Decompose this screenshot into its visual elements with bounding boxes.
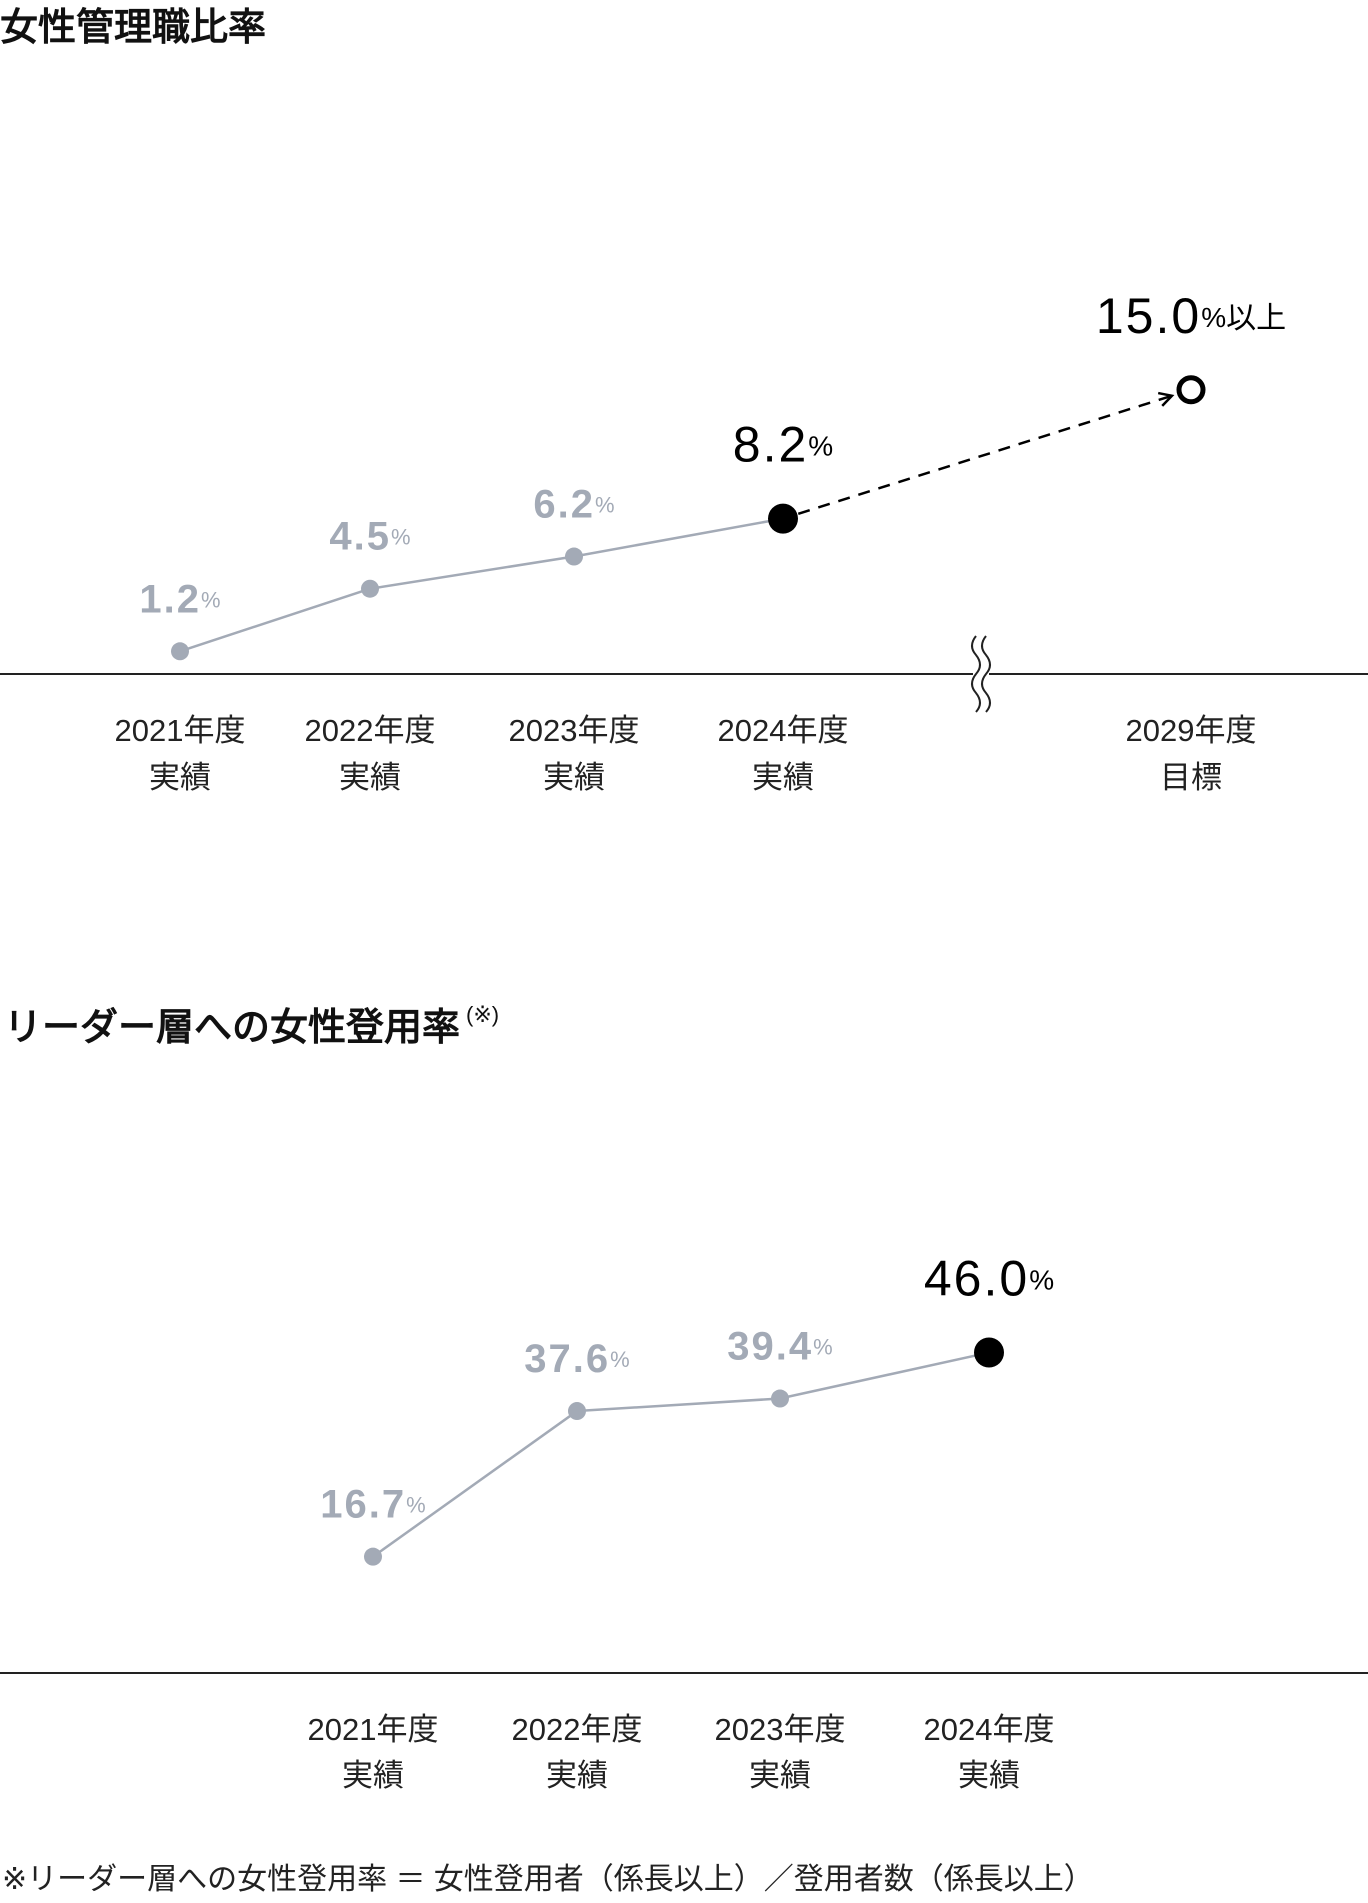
x-tick-sublabel: 実績 [339,760,401,795]
value-number: 16.7 [320,1482,406,1526]
x-tick-label: 2029年度 [1126,713,1257,748]
x-tick-sublabel: 実績 [149,760,211,795]
footnote: ※リーダー層への女性登用率 ＝ 女性登用者（係長以上）／登用者数（係長以上） [2,1863,1094,1896]
data-point [1176,375,1206,405]
line-segment [779,1351,990,1400]
x-tick-sublabel: 実績 [546,1758,608,1793]
axis-break [971,635,981,713]
x-tick-sublabel: 実績 [543,760,605,795]
x-tick-sublabel: 実績 [958,1758,1020,1793]
value-unit: % [813,1334,833,1359]
data-point [771,1389,789,1408]
chart-title: リーダー層への女性登用率 (※) [4,1002,499,1049]
chart-title: 女性管理職比率 [0,7,266,49]
data-point [768,503,798,534]
value-unit: % [406,1492,426,1517]
value-unit: % [610,1347,630,1372]
data-point [364,1547,382,1566]
x-tick-label: 2021年度 [308,1712,439,1747]
x-tick-label: 2023年度 [715,1712,846,1747]
value-label: 1.2% [139,577,220,621]
value-unit: % [1029,1265,1054,1296]
data-point [565,547,583,566]
x-tick-sublabel: 実績 [752,760,814,795]
value-number: 39.4 [727,1324,813,1368]
value-number: 15.0 [1096,288,1201,344]
data-point [974,1337,1004,1368]
value-unit: % [595,492,615,517]
value-suffix: 以上 [1226,302,1286,335]
x-tick-label: 2022年度 [305,713,436,748]
data-point [171,642,189,661]
x-tick-label: 2024年度 [718,713,849,748]
title-note: (※) [466,1002,499,1027]
value-number: 8.2 [733,417,809,473]
value-label: 6.2% [533,482,614,526]
value-number: 6.2 [533,482,595,526]
value-label: 39.4% [727,1324,832,1368]
value-number: 46.0 [924,1251,1029,1307]
line-segment [576,1397,781,1413]
value-label: 4.5% [329,514,410,558]
target-line [797,394,1173,515]
data-point [568,1402,586,1421]
line-segment [573,517,784,558]
value-unit: % [1201,302,1226,333]
value-number: 1.2 [139,577,201,621]
data-point [361,579,379,598]
value-label: 8.2% [733,417,833,473]
line-segment [372,1410,578,1558]
value-label: 46.0% [924,1251,1054,1307]
x-tick-sublabel: 実績 [342,1758,404,1793]
axis-break [981,635,991,713]
x-tick-label: 2024年度 [924,1712,1055,1747]
x-tick-label: 2021年度 [115,713,246,748]
value-label: 16.7% [320,1482,425,1526]
x-tick-label: 2022年度 [512,1712,643,1747]
line-segment [179,587,371,653]
value-label: 37.6% [524,1337,629,1381]
value-unit: % [391,525,411,550]
arrow-head [1157,391,1175,407]
value-number: 37.6 [524,1337,610,1381]
title-text: リーダー層への女性登用率 [4,1007,460,1049]
x-tick-sublabel: 実績 [749,1758,811,1793]
value-number: 4.5 [329,514,391,558]
x-tick-sublabel: 目標 [1160,760,1222,795]
line-segment [369,555,575,590]
x-tick-label: 2023年度 [509,713,640,748]
value-unit: % [201,587,221,612]
value-unit: % [808,431,833,462]
value-label: 15.0%以上 [1096,288,1286,344]
